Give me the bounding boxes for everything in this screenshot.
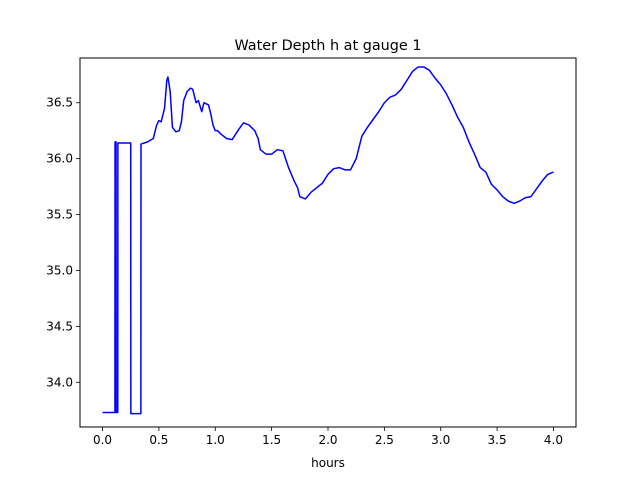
x-tick-label: 2.0 <box>318 433 337 447</box>
y-axis: 34.0 34.5 35.0 35.5 36.0 36.5 <box>46 96 80 389</box>
y-tick-label: 36.5 <box>46 96 73 110</box>
y-tick-label: 35.0 <box>46 263 73 277</box>
y-tick-label: 34.5 <box>46 319 73 333</box>
x-axis: 0.0 0.5 1.0 1.5 2.0 2.5 3.0 3.5 4.0 <box>93 427 563 447</box>
x-tick-label: 1.5 <box>262 433 281 447</box>
x-tick-label: 0.0 <box>93 433 112 447</box>
water-depth-line <box>102 66 554 415</box>
y-tick-label: 36.0 <box>46 152 73 166</box>
x-tick-label: 0.5 <box>149 433 168 447</box>
x-axis-label: hours <box>311 456 345 470</box>
plot-frame <box>79 57 577 428</box>
x-tick-label: 2.5 <box>375 433 394 447</box>
y-tick-label: 35.5 <box>46 208 73 222</box>
y-tick-label: 34.0 <box>46 375 73 389</box>
plot-area <box>102 66 554 415</box>
x-tick-label: 1.0 <box>206 433 225 447</box>
x-tick-label: 3.0 <box>431 433 450 447</box>
x-tick-label: 4.0 <box>544 433 563 447</box>
x-tick-label: 3.5 <box>488 433 507 447</box>
chart-title: Water Depth h at gauge 1 <box>234 38 421 54</box>
